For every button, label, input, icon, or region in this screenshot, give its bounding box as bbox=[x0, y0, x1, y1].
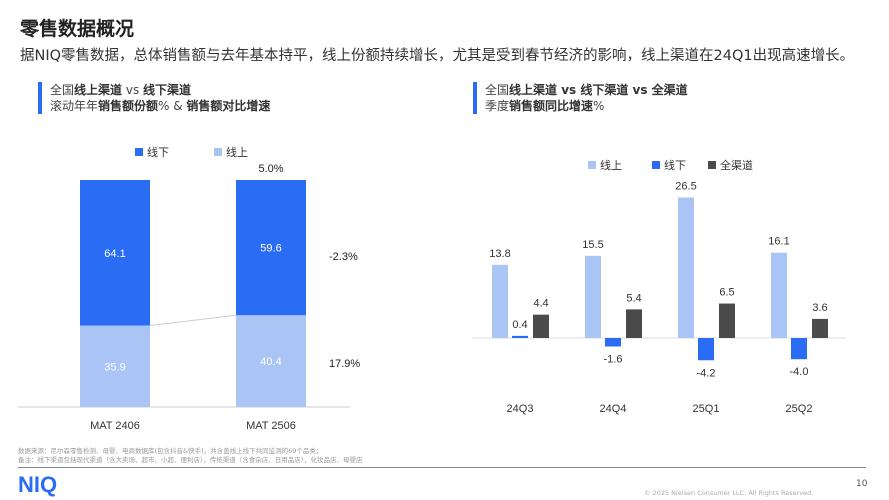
t: 滚动年年 bbox=[50, 99, 99, 113]
t: 销售额对比增速 bbox=[186, 99, 271, 113]
divider bbox=[18, 467, 866, 468]
bar-线下-24Q4 bbox=[605, 338, 621, 347]
data-label: 15.5 bbox=[582, 239, 603, 251]
growth-offline: -2.3% bbox=[329, 251, 358, 263]
x-tick-label: 25Q2 bbox=[786, 403, 813, 415]
legend-swatch bbox=[652, 161, 660, 169]
page-number: 10 bbox=[856, 479, 868, 489]
bar-线下-25Q2 bbox=[791, 338, 807, 360]
footnote-note: 备注：线下渠道包括现代渠道（含大卖场、超市、小超、便利店），传统渠道（含食杂店、… bbox=[18, 456, 363, 464]
bar-线上-25Q2 bbox=[771, 252, 787, 338]
data-label: 6.5 bbox=[719, 287, 734, 299]
t: 全国 bbox=[485, 83, 510, 97]
t: 线下渠道 bbox=[143, 83, 192, 97]
legend-swatch bbox=[588, 161, 596, 169]
bar-全渠道-25Q2 bbox=[812, 318, 828, 338]
growth-total: 5.0% bbox=[258, 163, 283, 175]
bar-全渠道-25Q1 bbox=[719, 303, 735, 338]
bar-全渠道-24Q4 bbox=[626, 309, 642, 338]
legend-label: 线上 bbox=[600, 158, 622, 172]
x-tick-label: 25Q1 bbox=[693, 403, 720, 415]
bar-全渠道-24Q3 bbox=[533, 314, 549, 338]
bar-offline-MAT 2506 bbox=[236, 180, 306, 316]
bar-线上-25Q1 bbox=[678, 197, 694, 338]
legend-label-online: 线上 bbox=[226, 145, 248, 159]
data-label: 5.4 bbox=[626, 292, 641, 304]
x-tick-label: MAT 2406 bbox=[90, 420, 140, 432]
legend-swatch-offline bbox=[135, 148, 143, 156]
legend-label: 全渠道 bbox=[720, 158, 753, 172]
data-label: 13.8 bbox=[489, 248, 510, 260]
data-label: -4.2 bbox=[697, 367, 716, 379]
bar-online-MAT 2406 bbox=[80, 325, 150, 407]
t: 线上渠道 bbox=[74, 83, 123, 97]
niq-logo: NIQ bbox=[18, 472, 58, 497]
t: % & bbox=[158, 99, 187, 113]
x-tick-label: MAT 2506 bbox=[246, 420, 296, 432]
connector-line bbox=[149, 314, 237, 327]
legend-label-offline: 线下 bbox=[147, 145, 169, 159]
left-section-header: 全国线上渠道 vs 线下渠道 滚动年年销售额份额% & 销售额对比增速 bbox=[38, 82, 270, 114]
bar-线下-24Q3 bbox=[512, 335, 528, 338]
t: 线上渠道 vs 线下渠道 vs 全渠道 bbox=[509, 83, 688, 97]
data-label: -4.0 bbox=[790, 366, 809, 378]
t: vs bbox=[122, 83, 144, 97]
t: 销售额份额 bbox=[98, 99, 159, 113]
x-tick-label: 24Q3 bbox=[507, 403, 534, 415]
legend-label: 线下 bbox=[664, 158, 686, 172]
bar-offline-MAT 2406 bbox=[80, 180, 150, 326]
x-tick-label: 24Q4 bbox=[600, 403, 627, 415]
t: 全国 bbox=[50, 83, 75, 97]
bar-线上-24Q4 bbox=[585, 255, 601, 338]
t: % bbox=[593, 99, 605, 113]
data-label: 40.4 bbox=[260, 356, 281, 368]
growth-online: 17.9% bbox=[329, 358, 360, 370]
legend-swatch-online bbox=[214, 148, 222, 156]
footnote-source: 数据来源：尼尔森零售检测、母婴、电商数据库(包含抖音&快手)，共含盖线上线下共同… bbox=[18, 447, 323, 455]
bar-线上-24Q3 bbox=[492, 264, 508, 338]
data-label: 64.1 bbox=[104, 248, 125, 260]
data-label: 59.6 bbox=[260, 243, 281, 255]
bar-online-MAT 2506 bbox=[236, 315, 306, 407]
data-label: 16.1 bbox=[768, 236, 789, 248]
data-label: 3.6 bbox=[812, 302, 827, 314]
page-subtitle: 据NIQ零售数据，总体销售额与去年基本持平，线上份额持续增长，尤其是受到春节经济… bbox=[20, 48, 855, 64]
legend-swatch bbox=[708, 161, 716, 169]
t: 季度 bbox=[485, 99, 510, 113]
page-title: 零售数据概况 bbox=[20, 18, 135, 40]
bar-线下-25Q1 bbox=[698, 338, 714, 361]
right-section-header: 全国线上渠道 vs 线下渠道 vs 全渠道 季度销售额同比增速% bbox=[473, 82, 688, 114]
data-label: 35.9 bbox=[104, 361, 125, 373]
data-label: -1.6 bbox=[604, 353, 623, 365]
data-label: 0.4 bbox=[512, 319, 527, 331]
data-label: 4.4 bbox=[533, 298, 548, 310]
data-label: 26.5 bbox=[675, 181, 696, 193]
t: 销售额同比增速 bbox=[509, 99, 594, 113]
copyright: © 2025 Nielsen Consumer LLC. All Rights … bbox=[644, 489, 814, 497]
